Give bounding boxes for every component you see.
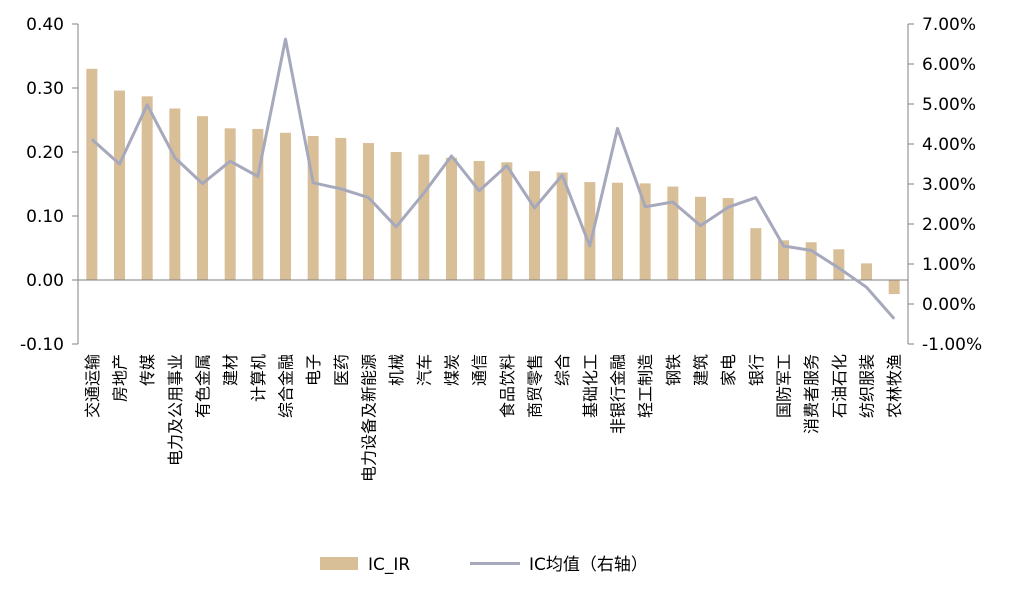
- bar-ic-ir: [750, 228, 762, 280]
- line-ic-mean: [90, 37, 896, 320]
- category-label: 通信: [470, 354, 489, 386]
- legend: IC_IR IC均值（右轴）: [320, 555, 648, 575]
- left-tick-label: 0.40: [26, 15, 64, 35]
- legend-label-ic-ir: IC_IR: [368, 555, 410, 575]
- category-label: 基础化工: [581, 354, 600, 418]
- category-label: 国防军工: [775, 354, 794, 418]
- bar-ic-ir: [114, 90, 125, 280]
- category-label: 建筑: [692, 354, 711, 386]
- category-label: 家电: [719, 354, 738, 386]
- category-label: 农林牧渔: [885, 354, 904, 418]
- bar-ic-ir: [473, 160, 485, 280]
- left-tick-label: -0.10: [20, 335, 64, 355]
- bar-ic-ir: [667, 186, 679, 280]
- right-tick-label: -1.00%: [922, 335, 982, 355]
- line-layer: [90, 37, 896, 320]
- bar-ic-ir: [86, 68, 98, 280]
- right-tick-label: 6.00%: [922, 55, 976, 75]
- category-label: 计算机: [249, 354, 268, 402]
- bar-ic-ir: [722, 198, 734, 280]
- category-label: 电力及公用事业: [166, 354, 185, 466]
- category-label: 医药: [332, 354, 351, 386]
- category-label: 建材: [221, 354, 240, 386]
- left-tick-label: 0.00: [26, 271, 64, 291]
- category-label: 钢铁: [664, 354, 683, 386]
- category-label: 综合金融: [277, 354, 296, 418]
- bar-ic-ir: [252, 128, 264, 280]
- bar-ic-ir: [778, 240, 789, 280]
- bar-ic-ir: [805, 242, 817, 280]
- right-tick-label: 7.00%: [922, 15, 976, 35]
- category-label: 机械: [387, 354, 406, 386]
- bar-ic-ir: [169, 108, 181, 280]
- category-label: 银行: [747, 354, 766, 386]
- bar-ic-ir: [307, 136, 319, 280]
- bar-ic-ir: [529, 171, 540, 280]
- bar-ic-ir: [639, 183, 651, 280]
- bar-ic-ir: [584, 182, 596, 280]
- bar-ic-ir: [446, 157, 457, 280]
- bar-ic-ir: [390, 152, 402, 280]
- right-tick-label: 1.00%: [922, 255, 976, 275]
- legend-swatch-ic-ir: [320, 557, 358, 570]
- category-label: 纺织服装: [858, 354, 877, 418]
- left-tick-label: 0.20: [26, 143, 64, 163]
- right-tick-label: 5.00%: [922, 95, 976, 115]
- bars-layer: [86, 68, 900, 295]
- bar-ic-ir: [280, 132, 291, 280]
- labels-layer: -0.10 0.00 0.10 0.20 0.30 0.40 -1.00% 0.00% 1.00…: [20, 15, 982, 482]
- category-label: 石油石化: [830, 354, 849, 418]
- bar-ic-ir: [141, 96, 153, 280]
- category-label: 交通运输: [83, 354, 102, 418]
- category-label: 汽车: [415, 354, 434, 386]
- bar-ic-ir: [888, 280, 900, 295]
- right-tick-label: 4.00%: [922, 135, 976, 155]
- bar-ic-ir: [335, 137, 347, 280]
- right-tick-label: 0.00%: [922, 295, 976, 315]
- category-label: 电力设备及新能源: [360, 354, 379, 482]
- category-label: 煤炭: [443, 354, 462, 386]
- bar-ic-ir: [833, 249, 845, 280]
- category-label: 综合: [553, 354, 572, 386]
- bar-ic-ir: [612, 182, 623, 280]
- category-label: 传媒: [138, 354, 157, 386]
- category-label: 有色金属: [194, 354, 213, 418]
- category-label: 房地产: [111, 354, 130, 402]
- bar-ic-ir: [556, 172, 568, 280]
- category-label: 消费者服务: [802, 354, 821, 434]
- right-tick-label: 3.00%: [922, 175, 976, 195]
- bar-ic-ir: [363, 143, 374, 280]
- category-label: 轻工制造: [636, 354, 655, 418]
- bar-ic-ir: [197, 116, 208, 280]
- left-tick-label: 0.30: [26, 79, 64, 99]
- category-label: 商贸零售: [526, 354, 545, 418]
- bar-ic-ir: [861, 263, 872, 280]
- category-label: 非银行金融: [609, 354, 628, 434]
- axes-layer: [72, 23, 914, 345]
- bar-ic-ir: [695, 196, 706, 280]
- bar-ic-ir: [418, 154, 430, 280]
- category-label: 电子: [304, 354, 323, 386]
- bar-ic-ir: [501, 162, 513, 280]
- category-label: 食品饮料: [498, 354, 517, 418]
- left-tick-label: 0.10: [26, 207, 64, 227]
- legend-label-ic-mean: IC均值（右轴）: [529, 555, 648, 575]
- right-tick-label: 2.00%: [922, 215, 976, 235]
- bar-ic-ir: [224, 128, 236, 280]
